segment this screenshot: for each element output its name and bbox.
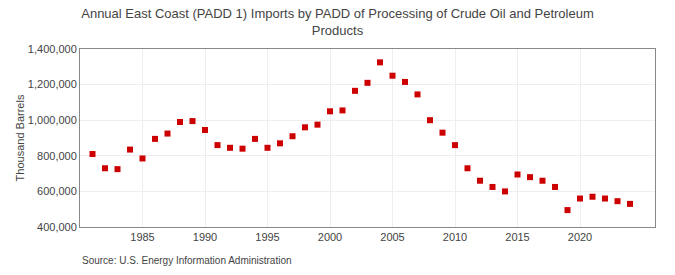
svg-text:1,400,000: 1,400,000	[28, 43, 77, 55]
svg-text:1,200,000: 1,200,000	[28, 78, 77, 90]
svg-text:2020: 2020	[568, 231, 592, 243]
svg-text:2015: 2015	[505, 231, 529, 243]
svg-text:800,000: 800,000	[37, 150, 77, 162]
svg-text:2000: 2000	[318, 231, 342, 243]
svg-text:400,000: 400,000	[37, 221, 77, 233]
svg-text:1,000,000: 1,000,000	[28, 114, 77, 126]
svg-text:1990: 1990	[193, 231, 217, 243]
svg-text:Source: U.S. Energy Informatio: Source: U.S. Energy Information Administ…	[82, 255, 292, 266]
svg-text:Annual East Coast (PADD 1) Imp: Annual East Coast (PADD 1) Imports by PA…	[81, 6, 594, 38]
svg-text:Thousand Barrels: Thousand Barrels	[14, 94, 26, 181]
svg-text:1995: 1995	[255, 231, 279, 243]
svg-text:2010: 2010	[443, 231, 467, 243]
svg-text:600,000: 600,000	[37, 185, 77, 197]
svg-text:1985: 1985	[130, 231, 154, 243]
svg-text:2005: 2005	[380, 231, 404, 243]
